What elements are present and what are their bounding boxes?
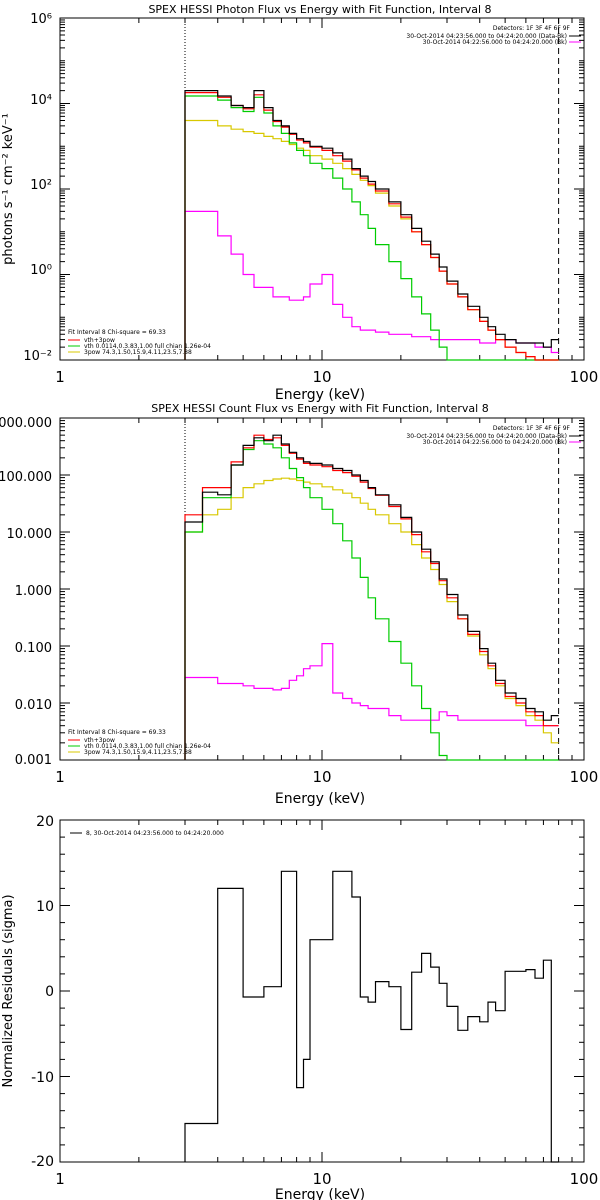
detector-legend: Detectors: 1F 3F 4F 6F 9F 30-Oct-2014 04… (406, 25, 581, 46)
y-tick-label: 0.010 (15, 698, 52, 713)
series-background-flux-line (184, 210, 559, 360)
y-tick-label: 100.000 (0, 470, 52, 485)
y-tick-label: 10⁻² (23, 349, 52, 364)
x-axis-label: Energy (keV) (275, 791, 365, 807)
x-axis-label: Energy (keV) (275, 387, 365, 403)
series-data-line (184, 434, 559, 760)
y-tick-label: 0.001 (15, 753, 52, 768)
y-tick-label: 10⁴ (30, 93, 52, 108)
fit-legend: Fit Interval 8 Chi-square = 69.33 vth+3p… (68, 329, 211, 356)
series-vth-plus-3pow-line (184, 92, 559, 361)
residuals-panel: 20 10 0 -10 -20 1 10 100 Energy (keV) No… (1, 814, 598, 1200)
y-tick-label: 20 (36, 814, 54, 830)
x-tick-label: 100 (570, 368, 599, 386)
series-3pow-line (184, 119, 559, 361)
x-tick-label: 10 (312, 368, 331, 386)
y-tick-label: 10⁶ (30, 12, 52, 27)
count-series-layer (184, 434, 559, 761)
y-tick-label: 1.000 (15, 584, 52, 599)
x-tick-label: 100 (570, 768, 599, 786)
y-tick-label: 0 (45, 984, 54, 1000)
x-tick-label: 10 (312, 768, 331, 786)
legend-entry-background: 30-Oct-2014 04:22:56.000 to 04:24:20.000… (423, 439, 567, 446)
y-axis-label: Normalized Residuals (sigma) (1, 894, 16, 1087)
x-tick-label: 100 (570, 1170, 599, 1188)
x-axis-label: Energy (keV) (275, 1187, 365, 1200)
fit-legend-entry-vth-3pow: vth+3pow (84, 337, 115, 344)
detector-legend: Detectors: 1F 3F 4F 6F 9F 30-Oct-2014 04… (406, 425, 581, 446)
series-data-line (184, 90, 559, 360)
photon-flux-panel: SPEX HESSI Photon Flux vs Energy with Fi… (1, 3, 598, 403)
photon-series-layer (184, 90, 559, 361)
legend-entry-background: 30-Oct-2014 04:22:56.000 to 04:24:20.000… (423, 39, 567, 46)
legend-entry-data: 30-Oct-2014 04:23:56.000 to 04:24:20.000… (406, 433, 567, 440)
y-tick-label: -20 (31, 1154, 54, 1170)
x-tick-label: 1 (55, 768, 65, 786)
axis-ticks (59, 819, 585, 1163)
legend-header: Detectors: 1F 3F 4F 6F 9F (493, 425, 571, 432)
fit-legend-entry-vth-3pow: vth+3pow (84, 737, 115, 744)
chart-title: SPEX HESSI Count Flux vs Energy with Fit… (151, 402, 488, 415)
x-tick-label: 10 (312, 1170, 331, 1188)
y-tick-label: 10.000 (7, 527, 53, 542)
x-tick-label: 1 (55, 1170, 65, 1188)
fit-legend-header: Fit Interval 8 Chi-square = 69.33 (68, 329, 166, 336)
fit-legend-header: Fit Interval 8 Chi-square = 69.33 (68, 729, 166, 736)
y-tick-label: -10 (31, 1070, 54, 1086)
count-flux-panel: SPEX HESSI Count Flux vs Energy with Fit… (0, 402, 598, 807)
y-tick-label: 10² (30, 178, 52, 193)
residual-series-layer (184, 870, 559, 1163)
fit-legend: Fit Interval 8 Chi-square = 69.33 vth+3p… (68, 729, 211, 756)
axis-ticks (59, 17, 585, 361)
fit-legend-entry-3pow: 3pow 74.3,1.50,15.9,4.11,23.5,7.88 (84, 749, 192, 756)
y-axis-label: photons s⁻¹ cm⁻² keV⁻¹ (1, 113, 16, 265)
fit-legend-entry-vth: vth 0.0114,0.3.83,1.00 full chian 1.26e-… (84, 743, 211, 750)
plot-frame (59, 17, 585, 361)
series-residual-line (184, 870, 559, 1163)
fit-legend-entry-vth: vth 0.0114,0.3.83,1.00 full chian 1.26e-… (84, 343, 211, 350)
residual-legend: 8, 30-Oct-2014 04:23:56.000 to 04:24:20.… (70, 830, 224, 837)
y-tick-label: 10 (36, 899, 54, 915)
chart-title: SPEX HESSI Photon Flux vs Energy with Fi… (148, 3, 491, 16)
legend-header: Detectors: 1F 3F 4F 6F 9F (493, 25, 571, 32)
series-vth-line (184, 95, 559, 361)
y-tick-label: 0.100 (15, 641, 52, 656)
series-3pow-line (184, 477, 559, 760)
legend-entry-residual: 8, 30-Oct-2014 04:23:56.000 to 04:24:20.… (86, 830, 224, 837)
series-background-flux-line (184, 643, 559, 760)
plot-frame (59, 417, 585, 761)
series-vth-line (184, 440, 559, 761)
x-tick-label: 1 (55, 368, 65, 386)
fit-legend-entry-3pow: 3pow 74.3,1.50,15.9,4.11,23.5,7.88 (84, 349, 192, 356)
legend-entry-data: 30-Oct-2014 04:23:56.000 to 04:24:20.000… (406, 33, 567, 40)
y-tick-label: 10⁰ (30, 263, 52, 278)
axis-ticks (59, 417, 585, 761)
